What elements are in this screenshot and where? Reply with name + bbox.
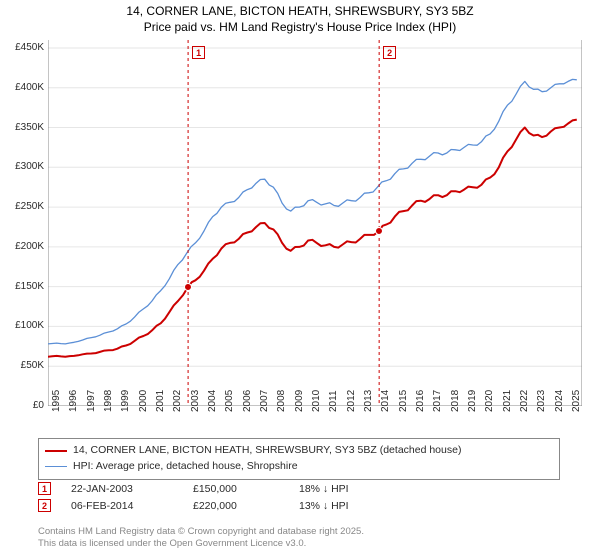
chart-container: 14, CORNER LANE, BICTON HEATH, SHREWSBUR…	[0, 0, 600, 560]
x-tick-label: 2022	[519, 390, 530, 412]
sale-price: £220,000	[193, 500, 293, 512]
x-tick-label: 2023	[536, 390, 547, 412]
x-tick-label: 2012	[346, 390, 357, 412]
x-tick-label: 2015	[398, 390, 409, 412]
sale-row: 1 22-JAN-2003 £150,000 18% ↓ HPI	[38, 480, 399, 497]
sale-marker-dot	[184, 283, 192, 291]
y-tick-label: £450K	[0, 42, 44, 53]
x-tick-label: 2021	[502, 390, 513, 412]
x-tick-label: 1996	[68, 390, 79, 412]
x-tick-label: 2000	[138, 390, 149, 412]
y-tick-label: £150K	[0, 281, 44, 292]
footer-line1: Contains HM Land Registry data © Crown c…	[38, 526, 364, 538]
x-tick-label: 2005	[224, 390, 235, 412]
x-tick-label: 2013	[363, 390, 374, 412]
title-subtitle: Price paid vs. HM Land Registry's House …	[0, 20, 600, 36]
sales-table: 1 22-JAN-2003 £150,000 18% ↓ HPI 2 06-FEB-201…	[38, 480, 399, 514]
x-tick-label: 2010	[311, 390, 322, 412]
x-tick-label: 2003	[190, 390, 201, 412]
chart-svg	[48, 40, 582, 406]
x-tick-label: 2018	[450, 390, 461, 412]
x-tick-label: 2004	[207, 390, 218, 412]
y-tick-label: £250K	[0, 201, 44, 212]
legend-swatch	[45, 466, 67, 467]
x-tick-label: 2001	[155, 390, 166, 412]
y-tick-label: £400K	[0, 82, 44, 93]
y-tick-label: £100K	[0, 320, 44, 331]
x-tick-label: 1995	[51, 390, 62, 412]
x-tick-label: 1997	[86, 390, 97, 412]
sale-marker-label: 2	[383, 46, 396, 59]
x-tick-label: 1998	[103, 390, 114, 412]
x-tick-label: 2007	[259, 390, 270, 412]
x-tick-label: 2006	[242, 390, 253, 412]
legend-row: HPI: Average price, detached house, Shro…	[45, 459, 553, 475]
x-tick-label: 2002	[172, 390, 183, 412]
sale-marker-label: 1	[192, 46, 205, 59]
title-address: 14, CORNER LANE, BICTON HEATH, SHREWSBUR…	[0, 4, 600, 20]
y-tick-label: £50K	[0, 360, 44, 371]
sale-price: £150,000	[193, 483, 293, 495]
x-tick-label: 2019	[467, 390, 478, 412]
x-tick-label: 2025	[571, 390, 582, 412]
sale-marker-box: 1	[38, 482, 51, 495]
legend-swatch	[45, 450, 67, 452]
y-tick-label: £300K	[0, 161, 44, 172]
y-tick-label: £200K	[0, 241, 44, 252]
sale-date: 22-JAN-2003	[57, 483, 187, 495]
x-tick-label: 2017	[432, 390, 443, 412]
x-tick-label: 2016	[415, 390, 426, 412]
footer-line2: This data is licensed under the Open Gov…	[38, 538, 364, 550]
chart-area: 12	[48, 40, 582, 406]
legend-label: 14, CORNER LANE, BICTON HEATH, SHREWSBUR…	[73, 443, 461, 459]
x-tick-label: 1999	[120, 390, 131, 412]
title-block: 14, CORNER LANE, BICTON HEATH, SHREWSBUR…	[0, 0, 600, 35]
x-tick-label: 2014	[380, 390, 391, 412]
x-tick-label: 2008	[276, 390, 287, 412]
x-tick-label: 2020	[484, 390, 495, 412]
y-tick-label: £0	[0, 400, 44, 411]
sale-marker-box: 2	[38, 499, 51, 512]
x-tick-label: 2024	[554, 390, 565, 412]
sale-pct: 18% ↓ HPI	[299, 483, 399, 495]
legend-row: 14, CORNER LANE, BICTON HEATH, SHREWSBUR…	[45, 443, 553, 459]
sale-pct: 13% ↓ HPI	[299, 500, 399, 512]
sale-date: 06-FEB-2014	[57, 500, 187, 512]
legend-box: 14, CORNER LANE, BICTON HEATH, SHREWSBUR…	[38, 438, 560, 480]
footer-attribution: Contains HM Land Registry data © Crown c…	[38, 526, 364, 551]
legend-label: HPI: Average price, detached house, Shro…	[73, 459, 298, 475]
x-tick-label: 2011	[328, 390, 339, 412]
sale-row: 2 06-FEB-2014 £220,000 13% ↓ HPI	[38, 497, 399, 514]
x-tick-label: 2009	[294, 390, 305, 412]
y-tick-label: £350K	[0, 122, 44, 133]
